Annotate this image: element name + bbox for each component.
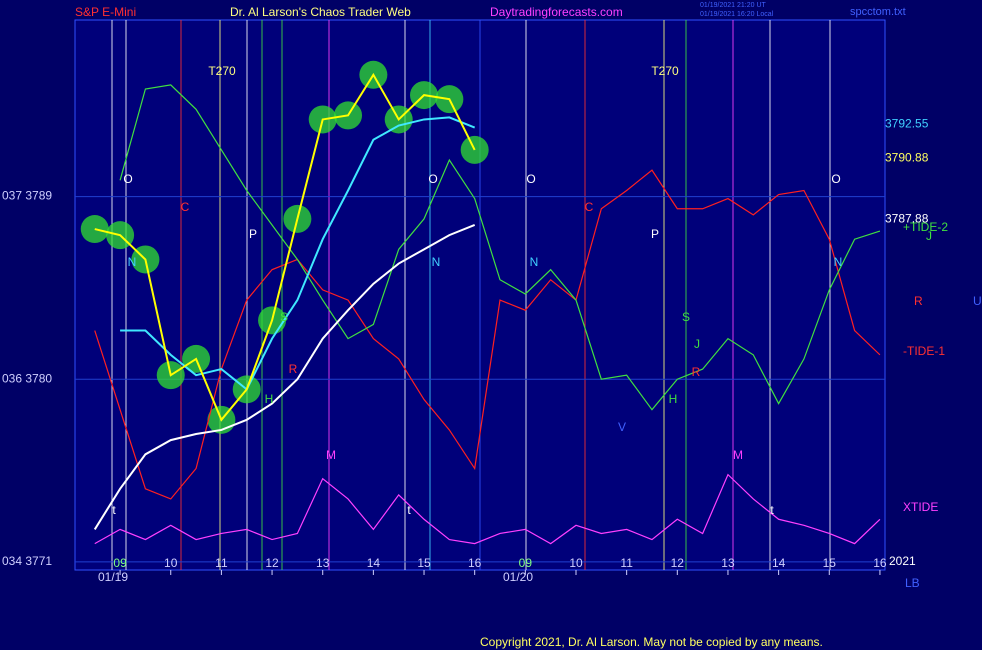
annotation: N [834, 255, 843, 269]
annotation: R [289, 362, 298, 376]
series-line [119, 84, 881, 411]
annotation: R [692, 365, 701, 379]
annotation: H [669, 392, 678, 406]
annotation: t [407, 503, 411, 517]
x-tick-label: 11 [215, 556, 228, 570]
x-tick-label: 14 [367, 556, 381, 570]
y-tick-label: 034 3771 [2, 554, 52, 568]
annotation: P [249, 227, 257, 241]
annotation: P [651, 227, 659, 241]
annotation: S [682, 310, 690, 324]
corner-label: LB [905, 576, 920, 590]
x-tick-label: 15 [417, 556, 431, 570]
annotation: O [526, 172, 535, 186]
annotation: J [926, 229, 932, 243]
annotation: J [694, 337, 700, 351]
annotation: N [432, 255, 441, 269]
x-tick-label: 15 [823, 556, 837, 570]
copyright: Copyright 2021, Dr. Al Larson. May not b… [480, 635, 823, 649]
series-line [94, 473, 881, 545]
price-level-label: 3787.88 [885, 211, 929, 225]
price-level-label: 3790.88 [885, 151, 929, 165]
y-tick-label: 037 3789 [2, 189, 52, 203]
x-tick-label: 09 [113, 556, 127, 570]
time-lines [111, 20, 831, 570]
instrument: S&P E-Mini [75, 5, 136, 19]
annotation: O [428, 172, 437, 186]
series-line [94, 169, 881, 500]
annotation: M [326, 448, 336, 462]
annotation: T270 [208, 64, 236, 78]
x-tick-label: 14 [772, 556, 786, 570]
annotation: N [530, 255, 539, 269]
annotation: O [831, 172, 840, 186]
series-line [94, 72, 476, 422]
annotation: C [585, 200, 594, 214]
annotation: H [265, 392, 274, 406]
year-label: 2021 [889, 554, 916, 568]
x-tick-label: 10 [164, 556, 178, 570]
annotation: O [123, 172, 132, 186]
x-tick-label: 12 [265, 556, 279, 570]
annotation: -TIDE-1 [903, 344, 945, 358]
annotation: T270 [651, 64, 679, 78]
annotation: U [973, 294, 982, 308]
annotation: M [733, 448, 743, 462]
chart-title: Dr. Al Larson's Chaos Trader Web [230, 5, 411, 19]
annotation: t [770, 503, 774, 517]
x-tick-label: 11 [620, 556, 633, 570]
annotation: S [280, 310, 288, 324]
x-tick-label: 09 [519, 556, 533, 570]
annotation: R [914, 294, 923, 308]
annotation: +TIDE-2 [903, 220, 948, 234]
timestamp: 01/19/2021 16:20 Local [700, 11, 774, 18]
y-tick-label: 036 3780 [2, 371, 52, 385]
x-tick-label: 13 [316, 556, 330, 570]
timestamp: 01/19/2021 21:20 UT [700, 2, 766, 9]
x-tick-label: 13 [721, 556, 735, 570]
date-label: 01/19 [98, 570, 128, 584]
annotation: t [112, 503, 116, 517]
x-tick-label: 16 [873, 556, 887, 570]
price-level-label: 3792.55 [885, 117, 929, 131]
file-name: spcctom.txt [850, 6, 906, 18]
annotation: V [618, 420, 626, 434]
x-tick-label: 10 [569, 556, 583, 570]
site: Daytradingforecasts.com [490, 5, 623, 19]
date-label: 01/20 [503, 570, 533, 584]
annotation: C [181, 200, 190, 214]
series-line [93, 224, 476, 530]
x-tick-label: 16 [468, 556, 482, 570]
series-line [120, 116, 476, 391]
annotation: N [128, 255, 137, 269]
x-tick-label: 12 [671, 556, 685, 570]
annotation: XTIDE [903, 500, 938, 514]
